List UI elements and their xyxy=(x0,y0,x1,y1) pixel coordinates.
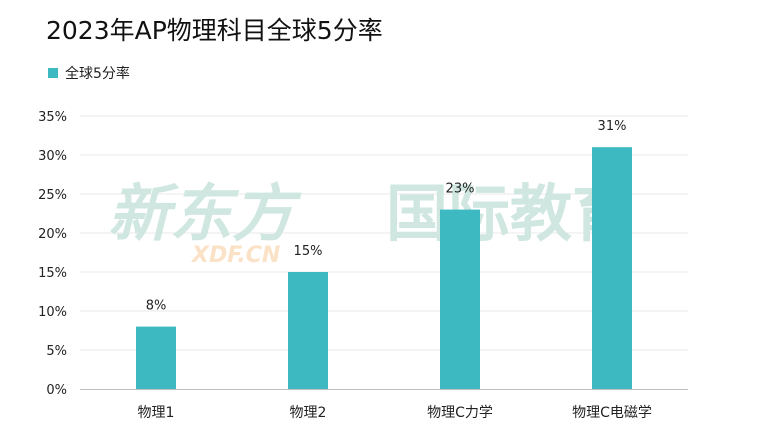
watermark: 新东方 XDF.CN 国际教育 xyxy=(108,177,634,268)
y-tick-label: 30% xyxy=(38,149,67,164)
y-tick-label: 25% xyxy=(38,188,67,203)
data-label: 31% xyxy=(598,119,627,134)
x-category-label: 物理C力学 xyxy=(427,405,493,421)
x-category-label: 物理2 xyxy=(290,405,327,421)
data-label: 8% xyxy=(146,299,167,314)
y-tick-label: 35% xyxy=(38,110,67,125)
bars: 8% 15% 23% 31% xyxy=(136,119,632,389)
watermark-sub: XDF.CN xyxy=(190,243,280,268)
legend: 全球5分率 xyxy=(48,63,130,83)
gridlines xyxy=(80,115,688,351)
y-tick-label: 20% xyxy=(38,227,67,242)
y-tick-label: 5% xyxy=(46,344,67,359)
legend-label: 全球5分率 xyxy=(65,66,130,82)
x-category-label: 物理C电磁学 xyxy=(572,405,652,421)
x-category-label: 物理1 xyxy=(138,405,175,421)
y-tick-label: 10% xyxy=(38,305,67,320)
data-label: 23% xyxy=(446,182,475,197)
legend-swatch xyxy=(48,68,58,78)
chart-title: 2023年AP物理科目全球5分率 xyxy=(46,16,383,45)
bar xyxy=(440,209,480,389)
data-label: 15% xyxy=(294,244,323,259)
bar xyxy=(288,272,328,389)
y-tick-label: 0% xyxy=(46,383,67,398)
watermark-brand: 新东方 xyxy=(108,177,302,250)
y-tick-label: 15% xyxy=(38,266,67,281)
bar xyxy=(592,147,632,389)
axes: 0% 5% 10% 15% 20% 25% 30% 35% 物理1 物理2 物理C力学 物理C电磁学 xyxy=(38,110,688,421)
bar xyxy=(136,326,176,389)
